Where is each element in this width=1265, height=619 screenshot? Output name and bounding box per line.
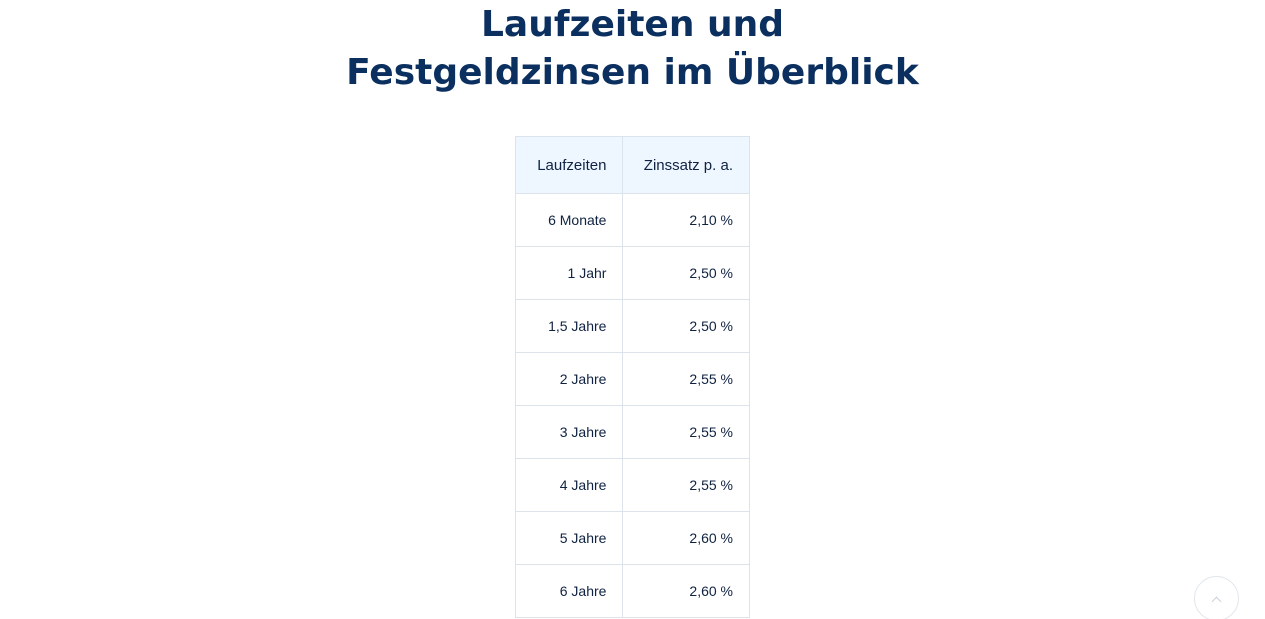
term-cell: 2 Jahre — [514, 352, 624, 406]
interest-rate-table: Laufzeiten Zinssatz p. a. 6 Monate 2,10 … — [514, 136, 750, 618]
page-title-line-2: Festgeldzinsen im Überblick — [346, 52, 919, 93]
term-cell: 4 Jahre — [514, 458, 624, 512]
term-cell: 6 Jahre — [514, 564, 624, 618]
table-row: 4 Jahre 2,55 % — [514, 458, 750, 512]
table-row: 5 Jahre 2,60 % — [514, 511, 750, 565]
term-cell: 1,5 Jahre — [514, 299, 624, 353]
rate-cell: 2,60 % — [622, 564, 750, 618]
rate-cell: 2,10 % — [622, 193, 750, 247]
chevron-up-icon — [1211, 596, 1222, 607]
term-cell: 5 Jahre — [514, 511, 624, 565]
table-row: 1,5 Jahre 2,50 % — [514, 299, 750, 353]
rate-cell: 2,55 % — [622, 352, 750, 406]
table-row: 6 Monate 2,10 % — [514, 193, 750, 247]
table-row: 3 Jahre 2,55 % — [514, 405, 750, 459]
term-cell: 3 Jahre — [514, 405, 624, 459]
column-header-rate: Zinssatz p. a. — [622, 136, 750, 194]
rate-cell: 2,50 % — [622, 246, 750, 300]
scroll-to-top-button[interactable] — [1194, 576, 1239, 619]
rate-cell: 2,55 % — [622, 405, 750, 459]
page-title-line-1: Laufzeiten und — [480, 4, 785, 45]
rate-cell: 2,60 % — [622, 511, 750, 565]
rate-cell: 2,50 % — [622, 299, 750, 353]
table-row: 2 Jahre 2,55 % — [514, 352, 750, 406]
column-header-term: Laufzeiten — [514, 136, 624, 194]
term-cell: 6 Monate — [514, 193, 624, 247]
term-cell: 1 Jahr — [514, 246, 624, 300]
table-header-row: Laufzeiten Zinssatz p. a. — [514, 136, 750, 194]
table-row: 1 Jahr 2,50 % — [514, 246, 750, 300]
rate-cell: 2,55 % — [622, 458, 750, 512]
table-row: 6 Jahre 2,60 % — [514, 564, 750, 618]
